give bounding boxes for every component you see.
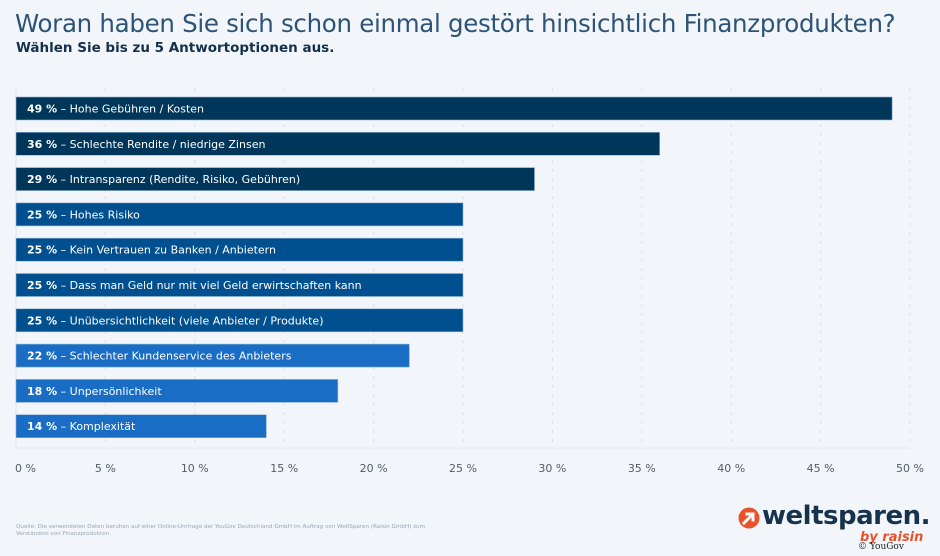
bar-category-label: – Schlechte Rendite / niedrige Zinsen	[57, 138, 265, 151]
bar-group: 29 % – Intransparenz (Rendite, Risiko, G…	[15, 167, 535, 191]
bar-group: 25 % – Hohes Risiko	[15, 202, 464, 227]
chart-subtitle: Wählen Sie bis zu 5 Antwortoptionen aus.	[16, 40, 335, 56]
bar-value-label: 49 %	[27, 103, 57, 116]
x-tick-label: 0 %	[15, 462, 36, 475]
bar-category-label: – Hohe Gebühren / Kosten	[57, 103, 204, 116]
bar-group: 25 % – Kein Vertrauen zu Banken / Anbiet…	[15, 237, 464, 262]
x-tick-label: 30 %	[538, 462, 566, 475]
bar	[15, 96, 893, 121]
bar-category-label: – Hohes Risiko	[57, 208, 140, 221]
bar	[15, 202, 464, 227]
bar	[15, 132, 660, 156]
logo-wordmark: weltsparen.	[762, 501, 930, 531]
bar-value-label: 14 %	[27, 420, 57, 433]
x-tick-label: 35 %	[628, 462, 656, 475]
arrow-logo-icon	[738, 507, 760, 529]
bar-group: 25 % – Unübersichtlichkeit (viele Anbiet…	[15, 308, 464, 333]
bar	[15, 237, 464, 262]
bar-label: 22 % – Schlechter Kundenservice des Anbi…	[27, 350, 292, 363]
bar-label: 25 % – Dass man Geld nur mit viel Geld e…	[27, 279, 362, 292]
bar-category-label: – Komplexität	[57, 420, 136, 433]
copyright-notice: © YouGov	[858, 542, 904, 552]
bar-category-label: – Kein Vertrauen zu Banken / Anbietern	[57, 244, 276, 257]
bar-group: 22 % – Schlechter Kundenservice des Anbi…	[15, 343, 410, 368]
bar-label: 14 % – Komplexität	[27, 420, 136, 433]
x-tick-label: 45 %	[807, 462, 835, 475]
bar	[15, 379, 339, 403]
x-tick-label: 5 %	[95, 462, 116, 475]
bar	[15, 167, 535, 191]
bar-group: 36 % – Schlechte Rendite / niedrige Zins…	[15, 132, 660, 156]
logo-byline: by raisin	[860, 530, 924, 545]
bar	[15, 273, 464, 297]
bar-value-label: 25 %	[27, 279, 57, 292]
bars: 49 % – Hohe Gebühren / Kosten 36 % – Schl…	[15, 96, 893, 439]
bar	[15, 308, 464, 333]
bar-label: 18 % – Unpersönlichkeit	[27, 385, 162, 398]
bar-value-label: 25 %	[27, 244, 57, 257]
bar-group: 18 % – Unpersönlichkeit	[15, 379, 339, 403]
x-tick-label: 15 %	[270, 462, 298, 475]
bar-group: 49 % – Hohe Gebühren / Kosten	[15, 96, 893, 121]
x-axis-ticks: 0 % 5 % 10 % 15 % 20 % 25 % 30 % 35 % 40 % 45 % 50…	[15, 462, 924, 475]
bar-group: 14 % – Komplexität	[15, 414, 267, 439]
bar-category-label: – Unpersönlichkeit	[57, 385, 162, 398]
bar-category-label: – Intransparenz (Rendite, Risiko, Gebühr…	[57, 173, 300, 186]
weltsparen-logo: weltsparen. by raisin	[736, 501, 936, 553]
bar-value-label: 25 %	[27, 208, 57, 221]
bar-value-label: 22 %	[27, 350, 57, 363]
x-tick-label: 25 %	[449, 462, 477, 475]
x-tick-label: 10 %	[181, 462, 209, 475]
bar-value-label: 36 %	[27, 138, 57, 151]
bar-label: 36 % – Schlechte Rendite / niedrige Zins…	[27, 138, 265, 151]
x-tick-label: 50 %	[896, 462, 924, 475]
bar-label: 25 % – Unübersichtlichkeit (viele Anbiet…	[27, 314, 324, 327]
x-tick-label: 40 %	[717, 462, 745, 475]
bar-label: 49 % – Hohe Gebühren / Kosten	[27, 103, 204, 116]
bar-category-label: – Unübersichtlichkeit (viele Anbieter / …	[57, 314, 323, 327]
source-note: Quelle: Die verwendeten Daten beruhen au…	[16, 524, 426, 537]
bar	[15, 414, 267, 439]
bar-value-label: 25 %	[27, 314, 57, 327]
bar	[15, 343, 410, 368]
bar-chart: 49 % – Hohe Gebühren / Kosten 36 % – Schl…	[15, 88, 924, 475]
bar-label: 25 % – Kein Vertrauen zu Banken / Anbiet…	[27, 244, 276, 257]
bar-category-label: – Schlechter Kundenservice des Anbieters	[57, 350, 292, 363]
bar-category-label: – Dass man Geld nur mit viel Geld erwirt…	[57, 279, 361, 292]
bar-value-label: 29 %	[27, 173, 57, 186]
bar-label: 29 % – Intransparenz (Rendite, Risiko, G…	[27, 173, 300, 186]
bar-label: 25 % – Hohes Risiko	[27, 208, 140, 221]
bar-value-label: 18 %	[27, 385, 57, 398]
x-tick-label: 20 %	[360, 462, 388, 475]
chart-title: Woran haben Sie sich schon einmal gestör…	[15, 9, 896, 38]
bar-group: 25 % – Dass man Geld nur mit viel Geld e…	[15, 273, 464, 297]
